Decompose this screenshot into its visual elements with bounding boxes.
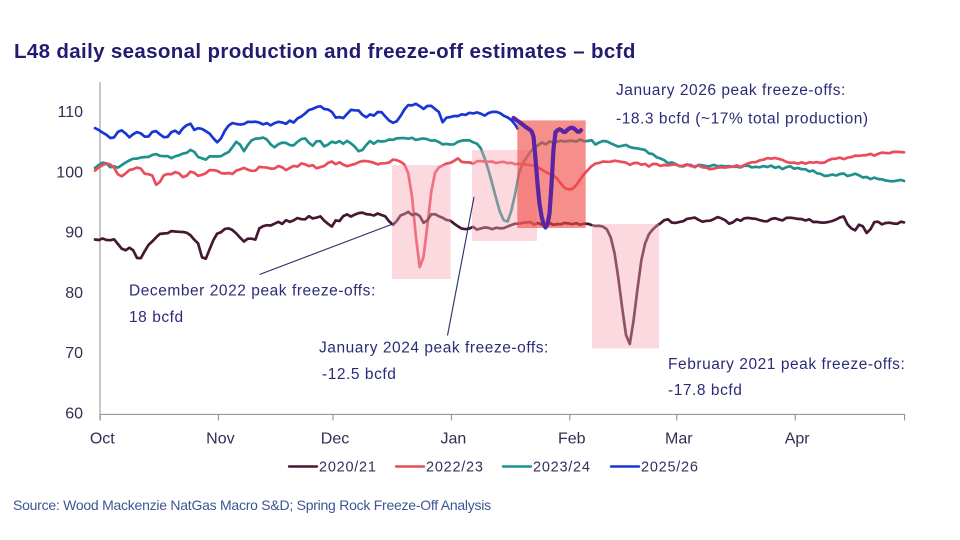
svg-text:February 2021 peak freeze-offs: February 2021 peak freeze-offs: <box>668 356 905 373</box>
svg-text:January 2026 peak freeze-offs:: January 2026 peak freeze-offs: <box>616 82 846 99</box>
svg-text:Feb: Feb <box>558 431 586 448</box>
svg-text:-18.3 bcfd (~17% total product: -18.3 bcfd (~17% total production) <box>616 111 869 128</box>
svg-text:18 bcfd: 18 bcfd <box>129 309 184 326</box>
svg-text:-17.8 bcfd: -17.8 bcfd <box>668 382 742 399</box>
svg-text:L48 daily seasonal production: L48 daily seasonal production and freeze… <box>14 40 636 63</box>
svg-text:Apr: Apr <box>785 431 811 448</box>
svg-text:Jan: Jan <box>441 431 467 448</box>
svg-text:Source: Wood Mackenzie NatGas: Source: Wood Mackenzie NatGas Macro S&D;… <box>13 497 491 513</box>
svg-text:Nov: Nov <box>206 431 234 448</box>
svg-text:Oct: Oct <box>90 431 115 448</box>
svg-text:70: 70 <box>65 345 83 362</box>
svg-text:80: 80 <box>65 285 83 302</box>
svg-text:2020/21: 2020/21 <box>319 460 377 476</box>
svg-text:Dec: Dec <box>321 431 349 448</box>
svg-text:2023/24: 2023/24 <box>533 460 591 476</box>
svg-text:110: 110 <box>57 104 83 121</box>
svg-text:January 2024 peak freeze-offs:: January 2024 peak freeze-offs: <box>319 340 549 357</box>
svg-text:-12.5 bcfd: -12.5 bcfd <box>322 366 396 383</box>
svg-text:100: 100 <box>56 165 83 182</box>
svg-text:2025/26: 2025/26 <box>641 460 699 476</box>
svg-text:December 2022 peak freeze-offs: December 2022 peak freeze-offs: <box>129 283 376 300</box>
svg-text:Mar: Mar <box>665 431 693 448</box>
svg-text:60: 60 <box>65 406 83 423</box>
svg-text:2022/23: 2022/23 <box>426 460 484 476</box>
svg-text:90: 90 <box>65 225 83 242</box>
